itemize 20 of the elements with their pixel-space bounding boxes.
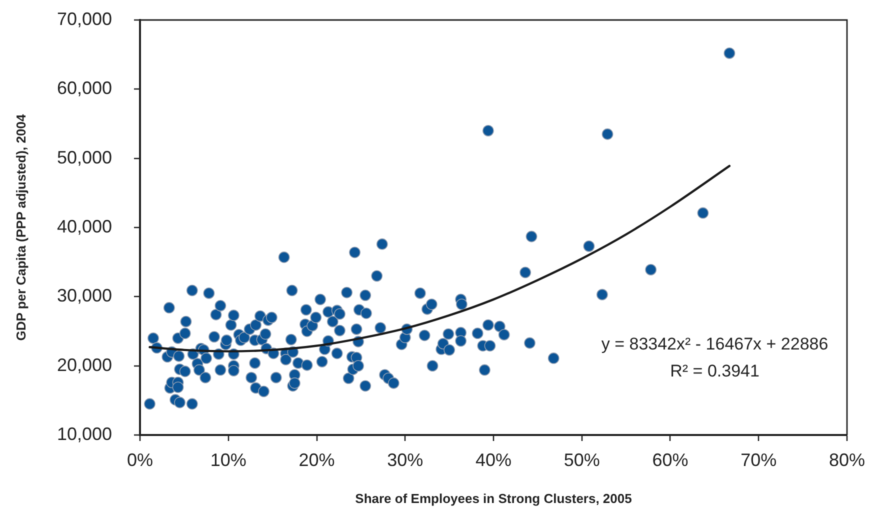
y-tick-label: 70,000 — [56, 8, 112, 29]
x-tick-label: 50% — [564, 450, 600, 470]
x-tick-label: 30% — [387, 450, 424, 470]
x-tick-label: 40% — [475, 450, 512, 470]
x-tick-label: 80% — [828, 450, 866, 470]
y-tick-label: 10,000 — [56, 424, 112, 444]
annotation: R² = 0.3941 — [670, 362, 760, 381]
x-tick-label: 20% — [298, 450, 335, 470]
x-tick-label: 60% — [652, 450, 688, 470]
y-tick-label: 50,000 — [56, 147, 112, 168]
y-axis-title: GDP per Capita (PPP adjusted), 2004 — [13, 114, 28, 341]
x-tick-label: 10% — [210, 450, 246, 470]
x-tick-label: 70% — [740, 450, 777, 470]
annotation: y = 83342x² - 16467x + 22886 — [601, 334, 828, 354]
y-tick-label: 20,000 — [56, 354, 112, 375]
x-tick-label: 0% — [126, 450, 154, 470]
x-axis-title: Share of Employees in Strong Clusters, 2005 — [355, 490, 632, 506]
y-tick-label: 30,000 — [56, 286, 112, 306]
y-tick-label: 60,000 — [56, 78, 112, 98]
y-tick-label: 40,000 — [56, 216, 112, 236]
